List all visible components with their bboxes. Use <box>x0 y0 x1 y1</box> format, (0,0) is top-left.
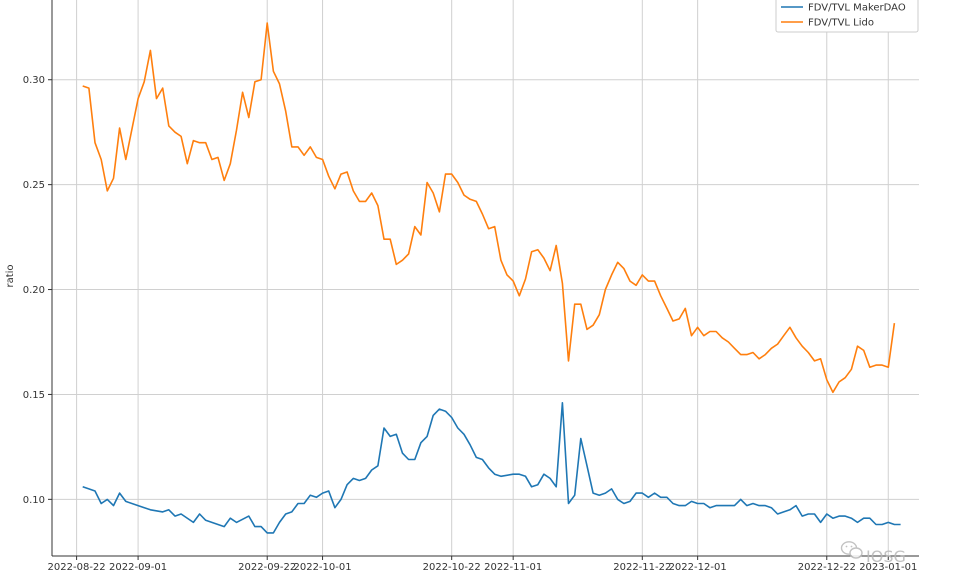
legend-label-makerdao: FDV/TVL MakerDAO <box>808 3 906 14</box>
y-tick-label-2: 0.20 <box>23 285 45 296</box>
axes <box>51 0 919 557</box>
x-tick-label-8: 2022-12-22 <box>798 562 856 570</box>
y-tick-label-3: 0.25 <box>23 180 45 191</box>
x-tick-label-9: 2023-01-01 <box>859 562 917 570</box>
x-tick-label-0: 2022-08-22 <box>48 562 106 570</box>
x-tick-label-7: 2022-12-01 <box>669 562 727 570</box>
x-tick-label-3: 2022-10-01 <box>293 562 351 570</box>
x-tick-label-6: 2022-11-22 <box>613 562 671 570</box>
x-axis-ticks: 2022-08-22 2022-09-01 2022-09-222022-10-01… <box>48 556 917 570</box>
wechat-icon <box>840 541 863 559</box>
y-axis-ticks: 0.10 0.15 0.20 0.25 0.30 <box>23 75 52 506</box>
legend-label-lido: FDV/TVL Lido <box>808 18 874 29</box>
x-tick-label-5: 2022-11-01 <box>484 562 542 570</box>
grid-lines <box>52 0 919 556</box>
x-tick-label-4: 2022-10-22 <box>423 562 481 570</box>
legend: FDV/TVL MakerDAO FDV/TVL Lido <box>775 0 919 33</box>
watermark-text: IOSG <box>866 547 906 566</box>
y-tick-label-1: 0.15 <box>23 390 45 401</box>
legend-box <box>775 0 919 33</box>
series-lines <box>82 22 901 534</box>
y-tick-label-0: 0.10 <box>23 495 45 506</box>
watermark: IOSG <box>840 541 906 566</box>
x-tick-label-2: 2022-09-22 <box>238 562 296 570</box>
x-tick-label-1: 2022-09-01 <box>109 562 167 570</box>
y-axis-label: ratio <box>5 264 16 287</box>
series-line-makerdao <box>82 401 901 534</box>
series-line-lido <box>82 22 896 394</box>
y-tick-label-4: 0.30 <box>23 75 45 86</box>
